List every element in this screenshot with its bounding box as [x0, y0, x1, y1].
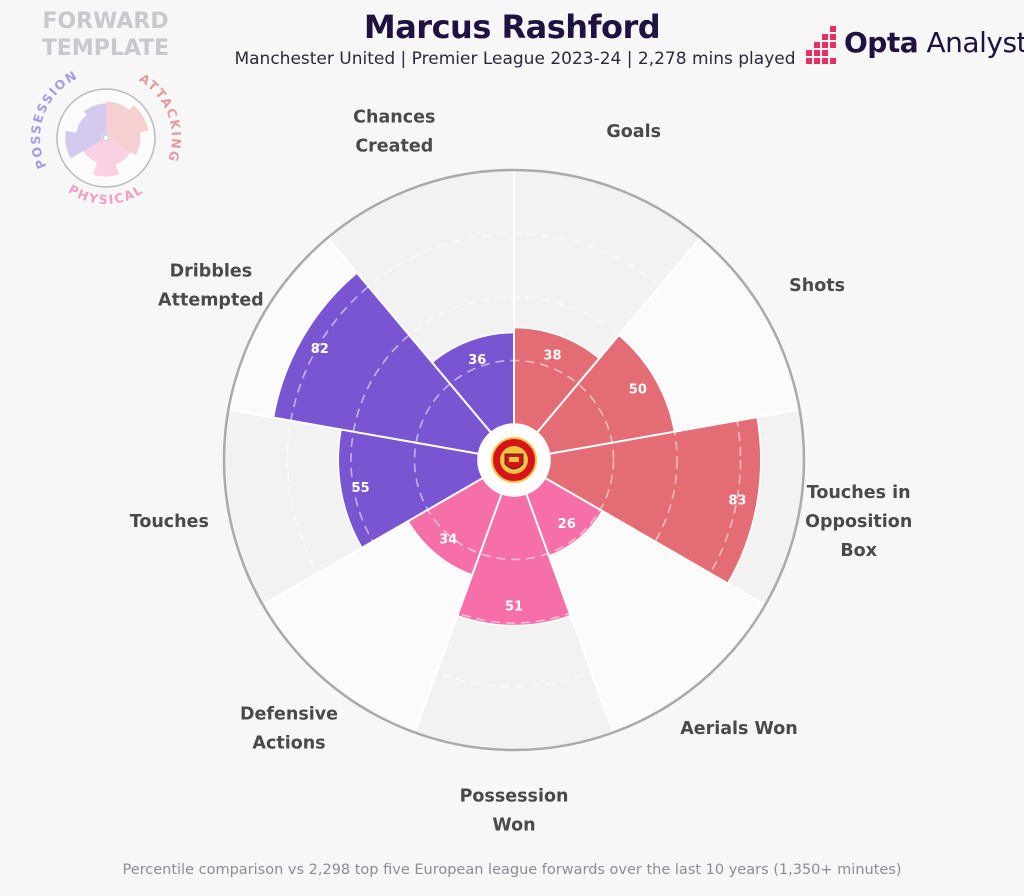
category-label: Touches: [130, 512, 209, 532]
bar-dribbles-attempted: [272, 271, 492, 455]
sector-divider: [413, 493, 503, 733]
value-label: 34: [439, 532, 457, 547]
sector-divider: [549, 408, 800, 455]
value-label: 36: [468, 353, 486, 368]
sector-background: [526, 478, 766, 733]
sector-divider: [228, 408, 479, 455]
bar-touches: [337, 428, 484, 549]
template-title-line2: TEMPLATE: [41, 36, 170, 61]
value-label: 83: [728, 493, 746, 508]
category-label: Shots: [789, 276, 845, 296]
sector-divider: [525, 493, 615, 733]
manchester-united-crest-icon: [491, 437, 537, 483]
sector-divider: [326, 237, 492, 434]
value-label: 26: [558, 517, 576, 532]
opta-bars-icon: [806, 26, 836, 64]
value-label: 55: [352, 481, 370, 496]
value-label: 82: [311, 342, 329, 357]
category-label: Aerials Won: [680, 719, 798, 739]
category-label: Defensive Actions: [240, 705, 338, 754]
subtitle: Manchester United | Premier League 2023-…: [234, 49, 796, 69]
bar-touches-in-opposition-box: [544, 416, 762, 585]
category-label: Chances Created: [353, 108, 435, 157]
category-label: Touches in Opposition Box: [805, 483, 912, 561]
sector-divider: [544, 477, 766, 606]
value-label: 38: [543, 348, 561, 363]
template-title: FORWARD TEMPLATE: [18, 8, 193, 62]
opta-analyst-logo: Opta Analyst: [804, 22, 1024, 66]
outer-ring: [222, 168, 806, 752]
opta-analyst-wordmark: Opta Analyst: [844, 26, 1024, 59]
brand-bold: Opta: [844, 26, 919, 59]
value-label: 50: [629, 383, 647, 398]
pizza-plot: 38 50 83 26 51 34 55 82 36 Goals Shots Touches in Op…: [130, 108, 913, 836]
category-label: Possession Won: [460, 787, 569, 836]
brand-light: Analyst: [926, 26, 1024, 59]
category-label: Dribbles Attempted: [158, 262, 264, 311]
footnote: Percentile comparison vs 2,298 top five …: [122, 862, 902, 878]
sector-divider: [536, 237, 702, 434]
category-label: Goals: [606, 122, 661, 142]
player-name-title: Marcus Rashford: [363, 8, 661, 46]
sector-divider: [262, 477, 484, 606]
value-label: 51: [505, 600, 523, 615]
template-title-line1: FORWARD: [42, 9, 169, 34]
